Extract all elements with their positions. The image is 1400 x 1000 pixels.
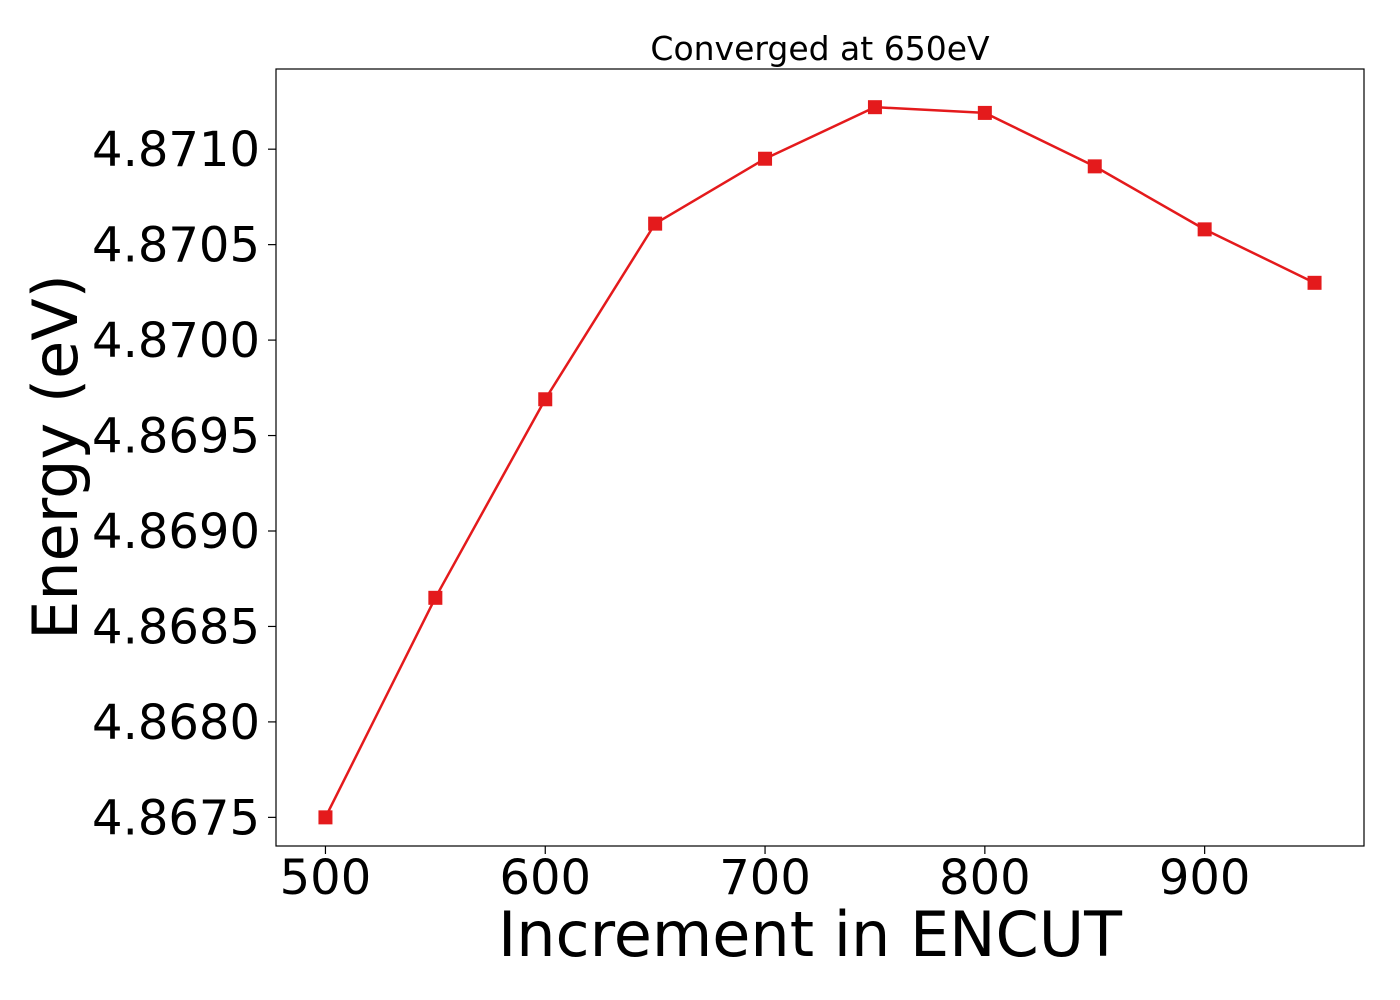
data-point-marker [428, 590, 443, 605]
y-tick-label: 4.8685 [92, 599, 260, 655]
data-point-marker [758, 151, 773, 166]
y-axis-ticks: 4.8675 4.8680 4.8685 4.8690 4.8695 4.8700 4.87… [92, 122, 276, 846]
y-axis-label: Energy (eV) [19, 274, 92, 640]
y-tick-label: 4.8700 [92, 313, 260, 369]
x-tick-label: 800 [939, 850, 1031, 906]
x-tick-label: 600 [499, 850, 591, 906]
y-tick-label: 4.8680 [92, 695, 260, 751]
x-tick-label: 500 [280, 850, 372, 906]
y-tick-label: 4.8675 [92, 790, 260, 846]
data-point-marker [648, 216, 663, 231]
y-tick-label: 4.8690 [92, 504, 260, 560]
x-axis-label: Increment in ENCUT [498, 898, 1123, 971]
series-layer [318, 100, 1322, 825]
data-point-marker [1307, 275, 1322, 290]
data-point-marker [318, 810, 333, 825]
data-point-marker [1087, 159, 1102, 174]
y-tick-label: 4.8710 [92, 122, 260, 178]
y-tick-label: 4.8705 [92, 218, 260, 274]
x-tick-label: 700 [719, 850, 811, 906]
plot-area: 500 600 700 800 900 4.8675 4.8680 4.8685 4.8690… [92, 68, 1365, 906]
data-point-marker [977, 105, 992, 120]
data-point-marker [538, 392, 553, 407]
x-tick-label: 900 [1159, 850, 1251, 906]
series-line [324, 105, 1316, 818]
chart-title: Converged at 650eV [650, 29, 990, 68]
y-tick-label: 4.8695 [92, 409, 260, 465]
axes-frame [275, 68, 1365, 847]
data-point-marker [1197, 222, 1212, 237]
data-point-marker [867, 100, 882, 115]
x-axis-ticks: 500 600 700 800 900 [280, 846, 1251, 906]
